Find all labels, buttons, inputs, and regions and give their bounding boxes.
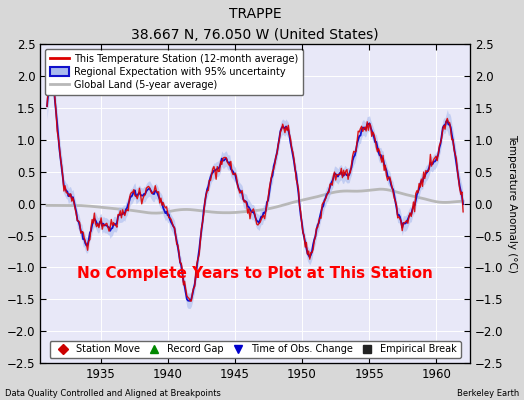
Y-axis label: Temperature Anomaly (°C): Temperature Anomaly (°C) [507,134,517,273]
Text: Berkeley Earth: Berkeley Earth [456,389,519,398]
Text: No Complete Years to Plot at This Station: No Complete Years to Plot at This Statio… [77,266,433,281]
Text: Data Quality Controlled and Aligned at Breakpoints: Data Quality Controlled and Aligned at B… [5,389,221,398]
Legend: Station Move, Record Gap, Time of Obs. Change, Empirical Break: Station Move, Record Gap, Time of Obs. C… [50,340,461,358]
Title: TRAPPE
38.667 N, 76.050 W (United States): TRAPPE 38.667 N, 76.050 W (United States… [131,7,379,42]
